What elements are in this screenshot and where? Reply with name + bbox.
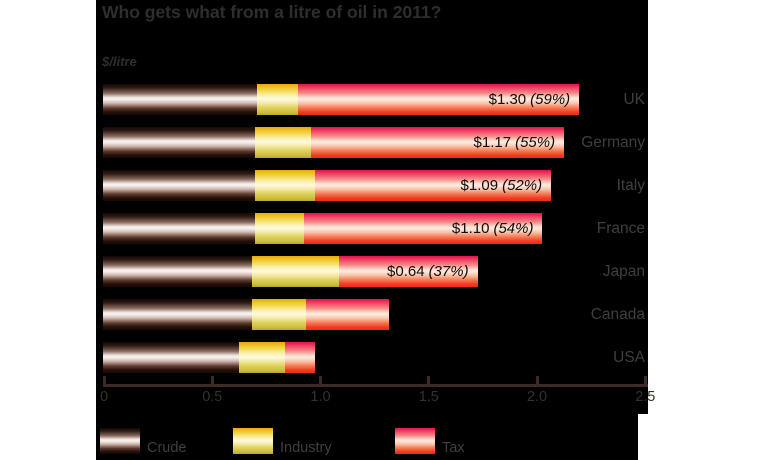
bar-segment-industry [254, 170, 316, 201]
legend-swatch-tax [395, 428, 435, 454]
bar-row-germany: $1.17 (55%) [103, 127, 565, 158]
country-label-germany: Germany [581, 134, 645, 151]
bar-segment-tax: $1.17 (55%) [310, 127, 565, 158]
legend-swatch-crude [100, 428, 140, 454]
bar-segment-crude [103, 127, 255, 158]
bar-value-label: $1.10 (54%) [452, 213, 534, 244]
bar-segment-crude [103, 84, 257, 115]
bar-value: $1.30 [488, 91, 527, 108]
bar-segment-tax [306, 299, 389, 330]
legend-swatch-industry [233, 428, 273, 454]
bar-segment-industry [252, 256, 339, 287]
bar-segment-crude [103, 170, 255, 201]
bar-value-label: $1.17 (55%) [474, 127, 556, 158]
bar-pct: (54%) [493, 220, 534, 237]
legend-label-crude: Crude [147, 440, 187, 456]
bar-value-label: $1.09 (52%) [461, 170, 543, 201]
bar-pct: (55%) [515, 134, 556, 151]
legend-label-industry: Industry [280, 440, 332, 456]
bar-pct: (37%) [428, 263, 469, 280]
bar-segment-industry [254, 213, 305, 244]
bar-segment-industry [252, 299, 307, 330]
axis-tick [319, 376, 322, 385]
bar-value: $1.10 [451, 220, 490, 237]
axis-tick-label: 0.5 [202, 389, 223, 405]
country-label-canada: Canada [590, 306, 645, 323]
bar-value: $1.17 [473, 134, 512, 151]
chart-area: Who gets what from a litre of oil in 201… [96, 0, 655, 414]
bar-segment-crude [103, 213, 255, 244]
axis-tick [210, 376, 214, 385]
bar-segment-industry [256, 84, 298, 115]
axis-tick [427, 376, 431, 385]
bar-value: $0.64 [387, 263, 425, 280]
axis-tick [102, 376, 106, 385]
bar-row-japan: $0.64 (37%) [103, 256, 478, 287]
unit-label: $/litre [102, 54, 137, 69]
country-label-usa: USA [613, 349, 645, 366]
axis-tick-label: 1.5 [418, 389, 439, 405]
bar-segment-tax: $1.10 (54%) [304, 213, 543, 244]
bar-segment-tax: $1.30 (59%) [297, 84, 580, 115]
bar-value-label: $0.64 (37%) [387, 256, 469, 287]
bar-row-canada [103, 299, 389, 330]
axis-tick-label: 2.0 [526, 389, 548, 405]
axis-tick [535, 376, 539, 385]
bar-segment-crude [103, 342, 240, 373]
bar-row-italy: $1.09 (52%) [103, 170, 552, 201]
country-label-uk: UK [623, 91, 645, 108]
bar-segment-tax: $1.09 (52%) [315, 170, 552, 201]
axis-tick-label: 1.0 [310, 389, 331, 405]
legend-label-tax: Tax [442, 440, 465, 456]
country-label-japan: Japan [602, 263, 645, 280]
bar-pct: (59%) [530, 91, 571, 108]
legend: Crude Industry Tax [96, 414, 638, 460]
country-label-italy: Italy [616, 177, 645, 194]
bar-segment-crude [103, 256, 253, 287]
bar-segment-tax [284, 342, 316, 373]
axis-tick-label: 2.5 [635, 389, 656, 405]
bar-row-france: $1.10 (54%) [103, 213, 543, 244]
bar-value-label: $1.30 (59%) [489, 84, 571, 115]
axis-tick [643, 376, 647, 385]
bar-value: $1.09 [460, 177, 499, 194]
bar-pct: (52%) [502, 177, 543, 194]
bar-row-uk: $1.30 (59%) [103, 84, 580, 115]
bar-segment-tax: $0.64 (37%) [338, 256, 478, 287]
chart-title: Who gets what from a litre of oil in 201… [102, 2, 442, 22]
x-axis-line [103, 384, 648, 387]
bar-segment-industry [254, 127, 311, 158]
country-label-france: France [596, 220, 645, 237]
bar-segment-industry [239, 342, 285, 373]
axis-tick-label: 0 [99, 389, 109, 405]
bar-segment-crude [103, 299, 253, 330]
bar-row-usa [103, 342, 316, 373]
